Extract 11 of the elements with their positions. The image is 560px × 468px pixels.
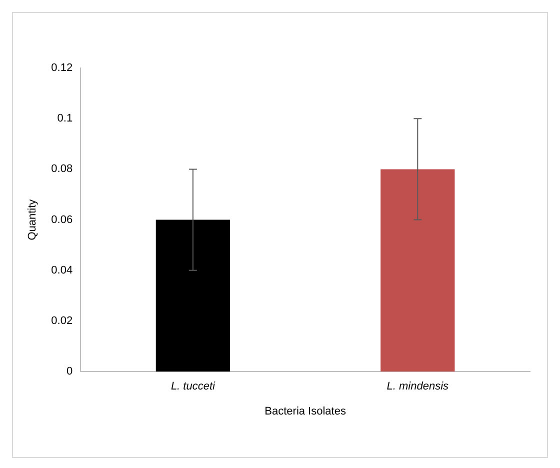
- y-tick-label: 0.06: [51, 214, 73, 226]
- x-axis-title: Bacteria Isolates: [264, 405, 346, 418]
- x-tick-label: L. mindensis: [386, 380, 450, 392]
- y-tick-label: 0.04: [51, 264, 73, 276]
- y-tick-label: 0.12: [51, 62, 73, 74]
- y-tick-label: 0.08: [51, 163, 73, 176]
- y-tick-label: 0.1: [57, 112, 73, 125]
- y-tick-label: 0.02: [51, 315, 73, 328]
- x-tick-label: L. tucceti: [170, 380, 216, 392]
- y-tick-label: 0: [66, 366, 73, 378]
- y-axis-title: Quantity: [26, 198, 39, 240]
